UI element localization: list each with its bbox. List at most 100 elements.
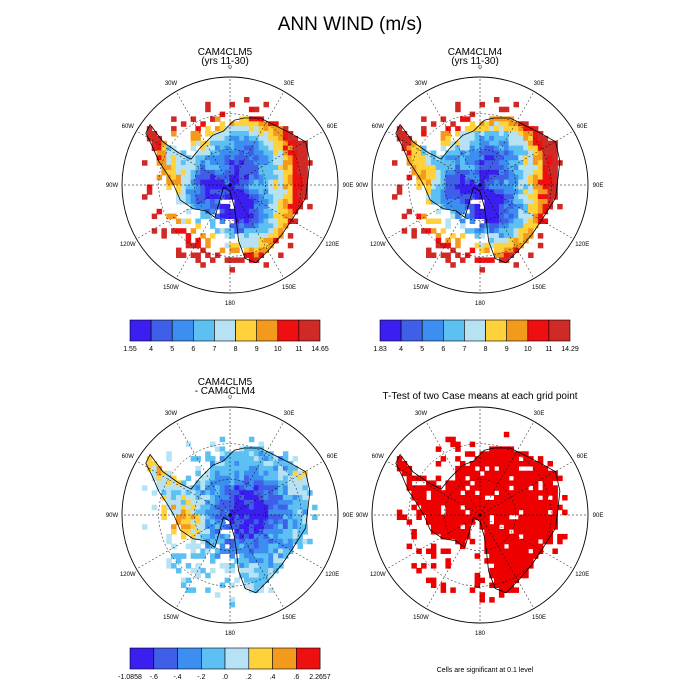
grid-cell: [239, 199, 245, 205]
grid-cell: [282, 456, 289, 462]
grid-cell: [142, 194, 148, 200]
grid-cell: [229, 514, 235, 520]
grid-cell: [484, 485, 490, 491]
grid-cell: [479, 155, 485, 161]
grid-cell: [469, 213, 476, 220]
grid-cell: [542, 194, 549, 200]
grid-cell: [219, 485, 226, 491]
grid-cell: [312, 514, 318, 520]
grid-cell: [176, 553, 182, 559]
grid-cell: [469, 160, 476, 166]
grid-cell: [273, 150, 279, 156]
grid-cell: [253, 213, 260, 220]
grid-cell: [248, 131, 255, 137]
grid-cell: [455, 490, 461, 496]
grid-cell: [292, 174, 299, 181]
grid-cell: [445, 194, 451, 200]
grid-cell: [435, 242, 442, 249]
grid-cell: [430, 199, 437, 205]
grid-cell: [268, 121, 274, 127]
grid-cell: [469, 495, 476, 501]
grid-cell: [219, 461, 226, 467]
grid-cell: [474, 475, 481, 482]
grid-cell: [176, 495, 182, 501]
grid-cell: [513, 543, 519, 550]
grid-cell: [421, 499, 427, 506]
grid-cell: [258, 563, 265, 569]
grid-cell: [532, 174, 539, 181]
grid-cell: [224, 184, 231, 190]
grid-cell: [224, 461, 231, 467]
grid-cell: [190, 135, 197, 142]
grid-cell: [200, 495, 206, 501]
grid-cell: [537, 543, 544, 550]
grid-cell: [503, 509, 510, 516]
grid-cell: [474, 140, 481, 147]
grid-cell: [263, 184, 269, 190]
grid-cell: [195, 456, 201, 462]
colorbar-1-label: 10: [274, 346, 282, 353]
grid-cell: [489, 165, 495, 171]
grid-cell: [268, 223, 274, 229]
grid-cell: [156, 485, 163, 491]
grid-cell: [508, 160, 515, 166]
grid-cell: [253, 199, 260, 205]
grid-cell: [190, 140, 197, 147]
grid-cell: [445, 524, 451, 530]
grid-cell: [263, 495, 269, 501]
grid-cell: [219, 524, 226, 530]
grid-cell: [253, 257, 260, 263]
grid-cell: [248, 543, 255, 550]
grid-cell: [523, 495, 529, 501]
grid-cell: [430, 514, 437, 520]
grid-cell: [278, 543, 284, 550]
grid-cell: [239, 145, 245, 152]
grid-cell: [253, 106, 260, 113]
longitude-label: 120W: [120, 242, 136, 248]
grid-cell: [503, 490, 510, 496]
grid-cell: [450, 490, 456, 496]
grid-cell: [484, 184, 490, 190]
grid-cell: [489, 499, 495, 506]
grid-cell: [484, 203, 490, 210]
longitude-label: 0: [478, 65, 482, 71]
grid-cell: [455, 179, 461, 186]
grid-cell: [224, 160, 231, 166]
grid-cell: [205, 174, 211, 181]
grid-cell: [214, 179, 221, 186]
grid-cell: [151, 145, 158, 152]
grid-cell: [273, 519, 279, 525]
grid-cell: [263, 475, 269, 482]
grid-cell: [292, 456, 299, 462]
meridian-line: [175, 514, 231, 609]
grid-cell: [523, 529, 529, 535]
grid-cell: [292, 465, 299, 472]
grid-cell: [479, 160, 485, 166]
grid-cell: [185, 495, 192, 501]
grid-cell: [239, 242, 245, 249]
grid-cell: [195, 563, 201, 569]
grid-cell: [166, 499, 172, 506]
grid-cell: [244, 165, 250, 171]
grid-cell: [484, 538, 490, 545]
map-2-cells: [392, 97, 563, 273]
longitude-label: 150W: [163, 615, 179, 621]
grid-cell: [263, 465, 269, 472]
grid-cell: [190, 529, 197, 535]
grid-cell: [464, 140, 471, 147]
grid-cell: [166, 165, 172, 171]
grid-cell: [430, 121, 437, 127]
grid-cell: [435, 524, 442, 530]
grid-cell: [411, 533, 417, 540]
grid-cell: [430, 160, 437, 166]
grid-cell: [508, 446, 515, 452]
grid-cell: [229, 135, 235, 142]
longitude-label: 150W: [413, 285, 429, 291]
grid-cell: [239, 257, 245, 263]
grid-cell: [190, 145, 197, 152]
grid-cell: [532, 485, 539, 491]
grid-cell: [205, 189, 211, 195]
grid-cell: [503, 189, 510, 195]
grid-cell: [297, 174, 303, 181]
grid-cell: [498, 533, 505, 540]
